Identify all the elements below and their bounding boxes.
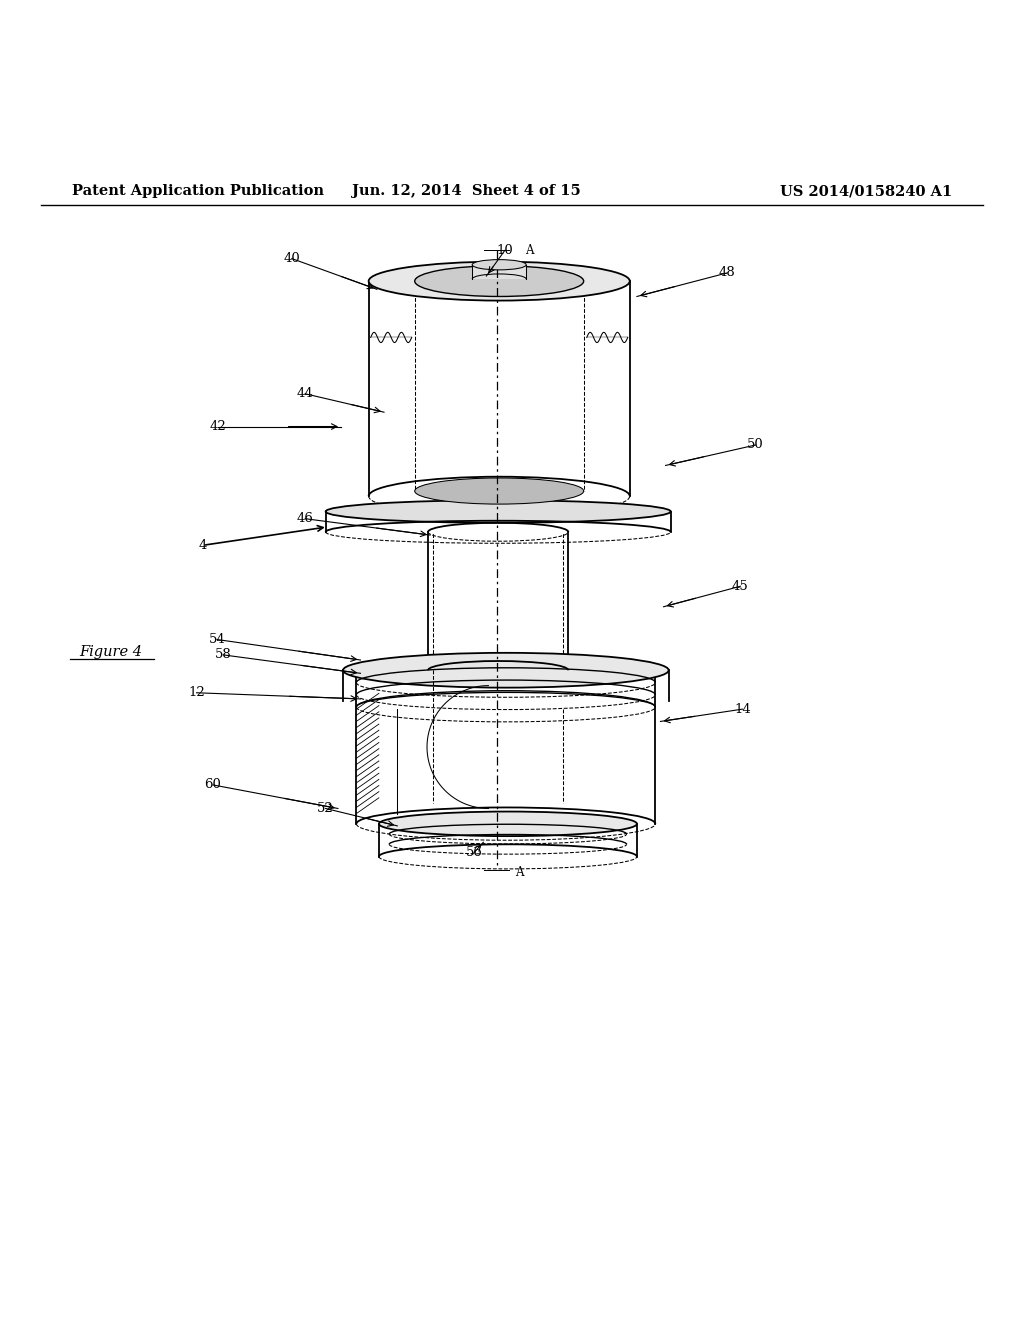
Text: 56: 56: [466, 846, 482, 859]
Text: 14: 14: [734, 702, 751, 715]
Bar: [428, 532, 568, 671]
Text: 12: 12: [188, 686, 205, 700]
Text: A: A: [525, 244, 534, 257]
Text: Jun. 12, 2014  Sheet 4 of 15: Jun. 12, 2014 Sheet 4 of 15: [351, 183, 581, 198]
Text: 54: 54: [209, 634, 225, 645]
Text: 45: 45: [732, 579, 749, 593]
Bar: [379, 824, 637, 857]
Ellipse shape: [326, 500, 671, 523]
Text: 10: 10: [497, 244, 513, 257]
Bar: [326, 512, 671, 532]
Bar: [369, 281, 630, 496]
Text: Figure 4: Figure 4: [79, 644, 142, 659]
Ellipse shape: [369, 261, 630, 301]
Text: 48: 48: [719, 267, 735, 280]
Ellipse shape: [472, 260, 526, 269]
Ellipse shape: [415, 265, 584, 297]
Text: 58: 58: [215, 648, 231, 661]
Text: 50: 50: [748, 438, 764, 451]
Text: 4: 4: [199, 539, 207, 552]
Text: 46: 46: [297, 512, 313, 525]
Text: 40: 40: [284, 252, 300, 265]
Text: 52: 52: [317, 803, 334, 814]
Ellipse shape: [343, 653, 669, 688]
Text: 44: 44: [297, 387, 313, 400]
Bar: [472, 265, 526, 279]
Ellipse shape: [379, 812, 637, 836]
Text: 60: 60: [205, 779, 221, 792]
Text: A: A: [515, 866, 523, 879]
Text: 42: 42: [210, 420, 226, 433]
Bar: [356, 671, 655, 824]
Ellipse shape: [415, 478, 584, 504]
Text: US 2014/0158240 A1: US 2014/0158240 A1: [780, 183, 952, 198]
Text: Patent Application Publication: Patent Application Publication: [72, 183, 324, 198]
